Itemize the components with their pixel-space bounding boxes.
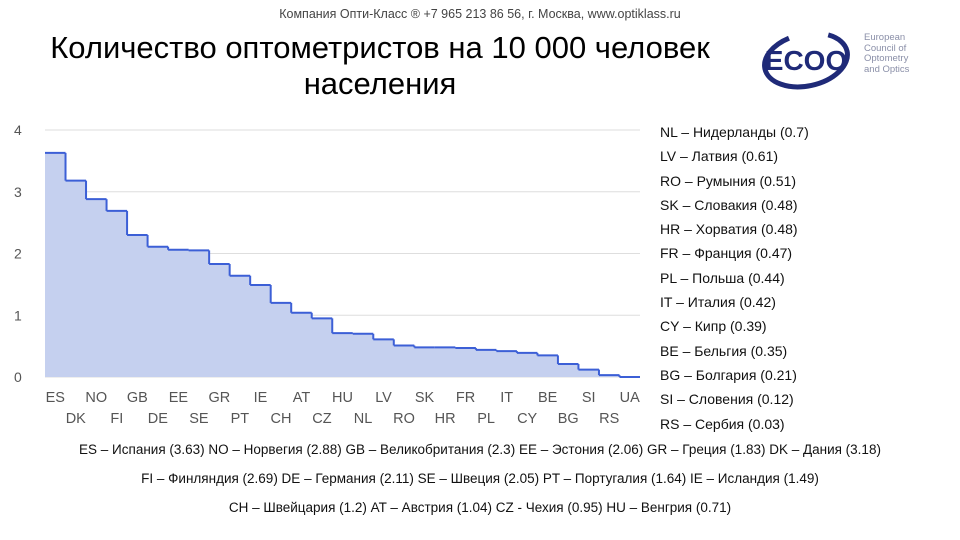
legend-right-item: FR – Франция (0.47)	[660, 245, 793, 262]
x-tick-label-LV: LV	[375, 390, 392, 406]
x-tick-label-EE: EE	[169, 390, 189, 406]
legend-right-item: RS – Сербия (0.03)	[660, 415, 785, 432]
legend-right-item: BE – Бельгия (0.35)	[660, 342, 788, 359]
legend-right-item: SK – Словакия (0.48)	[660, 196, 798, 213]
legend-right-item: HR – Хорватия (0.48)	[660, 221, 798, 238]
logo-caption-line: and Optics	[864, 63, 910, 75]
legend-right: NL – Нидерланды (0.7) LV – Латвия (0.61)…	[660, 120, 809, 436]
company-contact-line: Компания Опти-Класс ® +7 965 213 86 56, …	[279, 7, 681, 21]
x-tick-label-BE: BE	[538, 390, 558, 406]
x-tick-label-IE: IE	[254, 390, 268, 406]
y-tick-label: 3	[14, 184, 22, 200]
x-tick-label-PL: PL	[477, 411, 495, 427]
x-tick-label-SE: SE	[189, 411, 209, 427]
x-tick-label-GB: GB	[127, 390, 148, 406]
x-tick-label-GR: GR	[209, 390, 231, 406]
x-tick-label-RS: RS	[599, 411, 619, 427]
x-tick-label-HR: HR	[435, 411, 456, 427]
optometrists-step-chart: 01234ESDKNOFIGBDEEESEGRPTIECHATCZHUNLLVR…	[14, 122, 640, 427]
x-tick-label-SK: SK	[415, 390, 435, 406]
x-tick-label-IT: IT	[500, 390, 513, 406]
x-tick-label-CY: CY	[517, 411, 537, 427]
logo-text: ECOO	[765, 45, 847, 76]
legend-bottom-line-2: FI – Финляндия (2.69) DE – Германия (2.1…	[141, 471, 819, 486]
x-tick-label-DK: DK	[66, 411, 86, 427]
x-tick-label-NO: NO	[85, 390, 107, 406]
legend-right-item: PL – Польша (0.44)	[660, 269, 785, 286]
page-title: Количество оптометристов на 10 000 челов…	[30, 30, 730, 102]
y-tick-label: 4	[14, 122, 22, 138]
logo-caption: European Council of Optometry and Optics	[864, 32, 954, 75]
legend-bottom-line-1: ES – Испания (3.63) NO – Норвегия (2.88)…	[79, 442, 881, 457]
logo-caption-line: European	[864, 32, 906, 43]
legend-right-item: SI – Словения (0.12)	[660, 391, 794, 408]
legend-bottom-line-3: CH – Швейцария (1.2) AT – Австрия (1.04)…	[228, 500, 732, 515]
y-tick-label: 2	[14, 246, 22, 262]
x-tick-label-DE: DE	[148, 411, 168, 427]
y-tick-label: 1	[14, 307, 22, 323]
x-tick-label-UA: UA	[620, 390, 640, 406]
x-tick-label-FI: FI	[110, 411, 123, 427]
logo-swoosh-icon	[762, 30, 850, 90]
legend-right-item: RO – Румыния (0.51)	[660, 172, 797, 189]
legend-right-item: LV – Латвия (0.61)	[660, 148, 779, 165]
legend-right-item: BG – Болгария (0.21)	[660, 366, 797, 383]
legend-right-item: NL – Нидерланды (0.7)	[660, 124, 809, 140]
area-fill	[45, 152, 640, 377]
x-tick-label-SI: SI	[582, 390, 596, 406]
title-line-1: Количество оптометристов на 10 000 челов…	[50, 30, 710, 65]
logo-caption-line: Optometry	[864, 53, 909, 64]
x-tick-label-PT: PT	[231, 411, 250, 427]
legend-right-item: IT – Италия (0.42)	[660, 294, 776, 311]
ecoo-logo: ECOO	[762, 30, 850, 90]
x-tick-label-AT: AT	[293, 390, 311, 406]
x-tick-label-ES: ES	[46, 390, 65, 406]
title-line-2: населения	[303, 66, 457, 101]
x-tick-label-CH: CH	[270, 411, 291, 427]
x-tick-label-CZ: CZ	[312, 411, 331, 427]
x-tick-label-FR: FR	[456, 390, 475, 406]
x-tick-label-HU: HU	[332, 390, 353, 406]
x-tick-label-RO: RO	[393, 411, 415, 427]
x-tick-label-NL: NL	[354, 411, 373, 427]
logo-caption-line: Council of	[864, 42, 907, 54]
legend-right-item: CY – Кипр (0.39)	[660, 318, 767, 335]
y-tick-label: 0	[14, 369, 22, 385]
x-tick-label-BG: BG	[558, 411, 579, 427]
